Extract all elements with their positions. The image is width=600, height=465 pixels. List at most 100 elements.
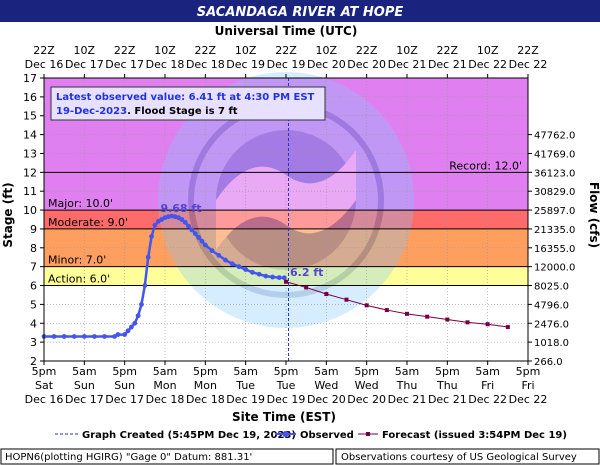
observed-point [179, 217, 185, 222]
observed-point [51, 334, 57, 339]
observed-point [61, 334, 67, 339]
flow-tick-label: 25897.0 [534, 206, 575, 217]
latest-value-date: 19-Dec-2023 [56, 106, 127, 117]
bottom-axis-title: Site Time (EST) [232, 410, 336, 424]
observed-point [263, 273, 269, 279]
legend-observed-marker [282, 431, 289, 437]
stage-tick-label: 12 [23, 166, 37, 179]
observed-point [122, 332, 128, 337]
stage-tick-label: 15 [23, 110, 37, 123]
moderate-band [44, 228, 528, 267]
site-tick-date: Dec 19 [267, 393, 306, 406]
flow-tick-label: 12000.0 [534, 263, 575, 274]
site-tick-date: Dec 21 [388, 393, 427, 406]
stage-axis-title: Stage (ft) [1, 182, 15, 247]
observed-point [149, 234, 154, 239]
forecast-point [324, 292, 329, 297]
legend-created-label: Graph Created (5:45PM Dec 19, 2023) [82, 430, 296, 441]
utc-tick-date: Dec 18 [146, 58, 185, 71]
flow-tick-label: 16355.0 [534, 244, 575, 255]
observed-point [276, 275, 282, 281]
observed-point [192, 231, 198, 237]
stage-tick-label: 3 [30, 336, 37, 349]
site-tick-date: Dec 18 [186, 393, 225, 406]
flow-axis: 266.0 1018.0 2476.0 4796.0 8025.0 12000.0 1635… [528, 131, 575, 368]
site-tick-day: Wed [314, 379, 338, 392]
flood-stage-text: Flood Stage is 7 ft [134, 106, 237, 117]
observed-point [209, 248, 215, 254]
latest-value-sep: . [127, 106, 131, 117]
observed-point [223, 257, 228, 263]
site-tick-date: Dec 18 [146, 393, 185, 406]
flow-tick-label: 36123.0 [534, 168, 575, 179]
forecast-point [505, 325, 510, 330]
flow-axis-title: Flow (cfs) [587, 182, 600, 248]
observed-point [236, 264, 242, 270]
stage-tick-label: 11 [23, 185, 37, 198]
footer-datum: HOPN6(plotting HGIRG) "Gage 0" Datum: 88… [5, 452, 252, 463]
observed-point [71, 334, 77, 339]
observed-point [249, 269, 255, 275]
site-tick-time: 5pm [354, 365, 379, 378]
stage-tick-label: 2 [30, 355, 37, 368]
latest-value-box: Latest observed value: 6.41 ft at 4:30 P… [50, 86, 326, 121]
site-tick-date: Dec 17 [105, 393, 144, 406]
above-major-band [44, 172, 528, 211]
site-tick-time: 5pm [112, 365, 137, 378]
stage-tick-label: 6 [30, 280, 37, 293]
utc-tick-date: Dec 16 [25, 58, 64, 71]
stage-tick-label: 14 [23, 129, 37, 142]
site-tick-day: Sun [74, 379, 95, 392]
site-tick-day: Fri [521, 379, 534, 392]
legend-observed-label: Observed [300, 430, 354, 441]
threshold-label-moderate: Moderate: 9.0' [48, 216, 128, 229]
site-tick-day: Sat [35, 379, 54, 392]
forecast-point [344, 297, 349, 302]
crest-label: 9.68 ft [160, 202, 201, 215]
forecast-point [485, 322, 490, 327]
utc-tick-label: 10Z [396, 44, 418, 57]
site-tick-time: 5am [314, 365, 338, 378]
utc-tick-label: 22Z [437, 44, 459, 57]
utc-tick-date: Dec 17 [65, 58, 104, 71]
site-tick-time: 5pm [32, 365, 57, 378]
utc-tick-date: Dec 20 [307, 58, 346, 71]
site-tick-time: 5pm [193, 365, 218, 378]
site-tick-time: 5am [233, 365, 257, 378]
flow-tick-label: 47762.0 [534, 131, 575, 142]
utc-tick-label: 22Z [275, 44, 297, 57]
flow-tick-label: 4796.0 [534, 300, 569, 311]
observed-point [199, 238, 205, 244]
observed-point [270, 274, 275, 280]
utc-tick-date: Dec 21 [388, 58, 427, 71]
observed-point [281, 275, 287, 281]
title-bar [0, 0, 600, 22]
observed-point [142, 283, 148, 288]
observed-point [145, 254, 151, 260]
observed-point [186, 223, 191, 229]
flow-tick-label: 1018.0 [534, 338, 569, 349]
legend: Graph Created (5:45PM Dec 19, 2023) Obse… [55, 430, 567, 441]
site-tick-date: Dec 21 [428, 393, 467, 406]
observed-point [182, 219, 188, 225]
forecast-point [384, 308, 389, 313]
legend-forecast-marker [366, 432, 370, 436]
forecast-point [405, 311, 409, 316]
stage-tick-label: 16 [23, 91, 37, 104]
threshold-label-major: Major: 10.0' [48, 197, 113, 210]
site-tick-day: Fri [481, 379, 494, 392]
observed-point [115, 332, 121, 337]
site-tick-date: Dec 20 [347, 393, 386, 406]
utc-tick-label: 10Z [74, 44, 96, 57]
stage-tick-label: 4 [30, 317, 37, 330]
site-tick-date: Dec 19 [226, 393, 265, 406]
threshold-labels: Record: 12.0' Major: 10.0' Moderate: 9.0' M… [48, 159, 522, 285]
site-tick-date: Dec 20 [307, 393, 346, 406]
latest-value-text: Latest observed value: 6.41 ft at 4:30 P… [56, 92, 315, 103]
utc-tick-date: Dec 22 [509, 58, 548, 71]
site-tick-day: Thu [396, 379, 418, 392]
site-tick-time: 5am [475, 365, 499, 378]
